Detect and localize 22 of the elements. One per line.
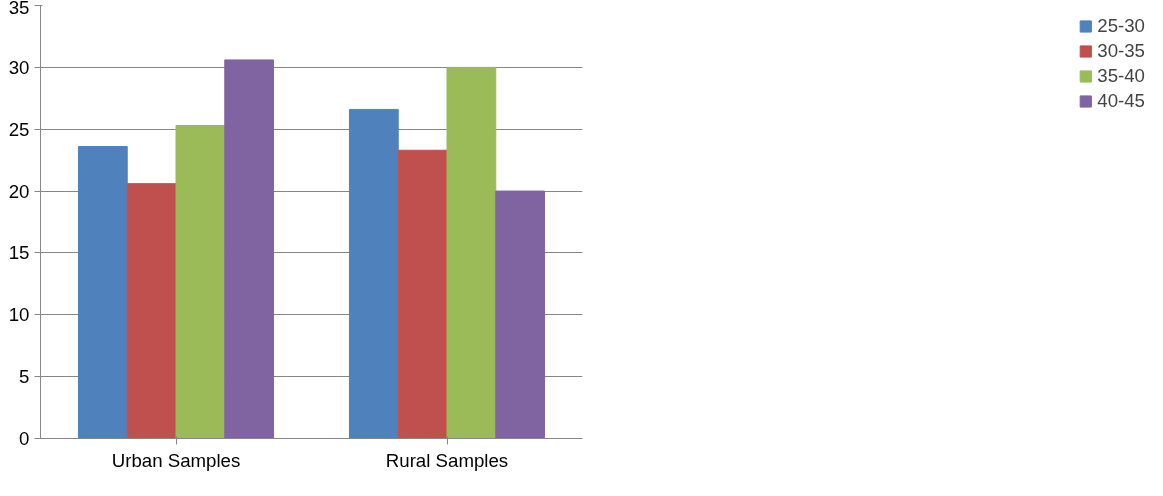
bar bbox=[446, 66, 497, 439]
legend-label: 35-40 bbox=[1097, 65, 1145, 87]
y-tick-label: 15 bbox=[8, 242, 30, 264]
bar bbox=[224, 59, 275, 439]
y-tick-label: 20 bbox=[8, 180, 30, 202]
y-tick-label: 10 bbox=[8, 304, 30, 326]
y-tick-label: 30 bbox=[8, 56, 30, 78]
bar bbox=[495, 190, 546, 439]
bar bbox=[397, 149, 448, 439]
bar bbox=[126, 183, 177, 439]
y-tick-label: 0 bbox=[19, 428, 30, 449]
legend-label: 40-45 bbox=[1097, 90, 1145, 112]
legend-label: 30-35 bbox=[1097, 40, 1145, 62]
bar bbox=[77, 146, 128, 439]
x-tick-label: Urban Samples bbox=[111, 449, 241, 471]
y-tick-label: 5 bbox=[19, 366, 30, 388]
x-tick-label: Rural Samples bbox=[385, 449, 509, 471]
bar bbox=[175, 125, 226, 439]
y-tick-label: 35 bbox=[8, 0, 30, 18]
bar bbox=[348, 108, 399, 439]
legend-label: 25-30 bbox=[1097, 15, 1145, 37]
y-tick-label: 25 bbox=[8, 118, 30, 140]
